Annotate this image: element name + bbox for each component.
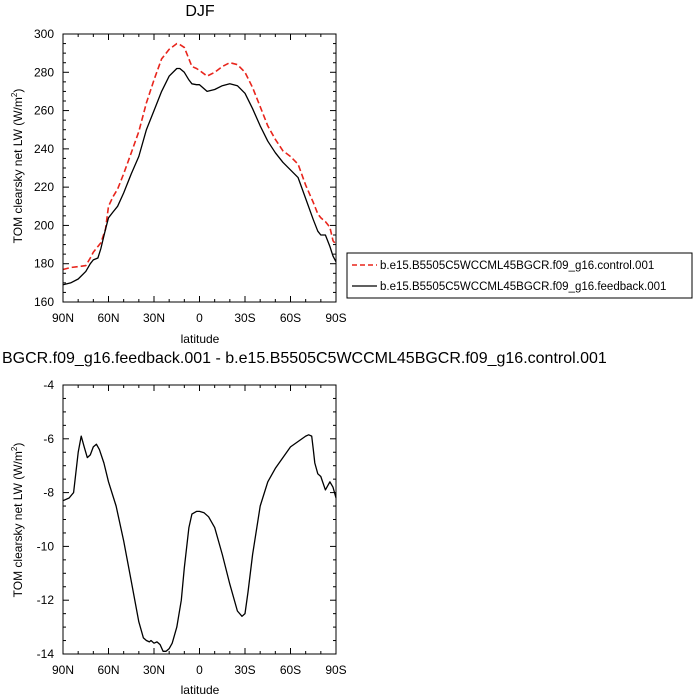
bottom-plot-frame (62, 384, 337, 655)
top-y-tick-label: 200 (34, 218, 54, 232)
top-chart-title: DJF (185, 3, 215, 20)
bottom-x-tick-label: 30N (143, 663, 165, 677)
bottom-x-axis-label: latitude (181, 683, 220, 697)
legend-label-control: b.e15.B5505C5WCCML45BGCR.f09_g16.control… (380, 260, 654, 272)
bottom-y-axis-label-sup: 2 (10, 446, 19, 451)
top-x-tick-label: 0 (196, 311, 203, 325)
top-x-axis-label: latitude (181, 332, 220, 346)
bottom-y-tick-label: -4 (43, 378, 54, 392)
top-y-tick-label: 220 (34, 180, 54, 194)
top-x-tick-label: 60N (97, 311, 119, 325)
top-y-tick-label: 160 (34, 295, 54, 309)
bottom-y-axis-label: TOM clearsky net LW (W/m2) (10, 443, 25, 598)
top-y-tick-label: 300 (34, 27, 54, 41)
bottom-x-tick-label: 30S (234, 663, 255, 677)
top-x-tick-label: 90N (52, 311, 74, 325)
top-series-line-2 (62, 67, 337, 286)
top-y-tick-label: 280 (34, 65, 54, 79)
top-x-tick-label: 60S (280, 311, 301, 325)
top-x-tick-label: 30N (143, 311, 165, 325)
bottom-panel: BGCR.f09_g16.feedback.001 - b.e15.B5505C… (2, 350, 607, 697)
bottom-axis-ticks: 90N 60N 30N 0 30S 60S 90S -14 -12 -10 -8 -6 -4 (37, 378, 347, 677)
top-y-axis-label-main: TOM clearsky net LW (W/m (11, 97, 25, 243)
top-y-tick-label: 260 (34, 104, 54, 118)
top-y-tick-label: 240 (34, 142, 54, 156)
top-axis-ticks: 90N 60N 30N 0 30S 60S 90S 160 180 200 220 240 260 280… (34, 27, 347, 325)
top-panel: DJF latitude TOM clearsky net LW (W/m2) … (10, 3, 347, 346)
top-x-tick-label: 90S (325, 311, 346, 325)
bottom-y-tick-label: -14 (37, 647, 55, 661)
top-y-axis-label-end: ) (11, 89, 25, 93)
bottom-x-tick-label: 60S (280, 663, 301, 677)
bottom-y-axis-label-main: TOM clearsky net LW (W/m (11, 451, 25, 597)
legend-box (346, 252, 693, 299)
legend-label-feedback: b.e15.B5505C5WCCML45BGCR.f09_g16.feedbac… (380, 281, 666, 293)
top-series-lines (62, 42, 337, 286)
top-x-tick-label: 30S (234, 311, 255, 325)
top-y-tick-label: 180 (34, 257, 54, 271)
bottom-x-tick-label: 60N (97, 663, 119, 677)
bottom-x-tick-label: 0 (196, 663, 203, 677)
bottom-x-tick-label: 90S (325, 663, 346, 677)
bottom-y-axis-label-end: ) (11, 443, 25, 447)
bottom-y-tick-label: -6 (43, 432, 54, 446)
top-legend: b.e15.B5505C5WCCML45BGCR.f09_g16.control… (346, 252, 693, 299)
top-y-axis-label-sup: 2 (10, 92, 19, 97)
bottom-series-lines (62, 434, 337, 652)
top-y-axis-label: TOM clearsky net LW (W/m2) (10, 89, 25, 244)
bottom-y-tick-label: -10 (37, 539, 55, 553)
bottom-chart-title: BGCR.f09_g16.feedback.001 - b.e15.B5505C… (2, 350, 607, 367)
bottom-y-tick-label: -12 (37, 593, 55, 607)
top-plot-frame (62, 33, 337, 303)
bottom-series-line-1 (62, 434, 337, 652)
bottom-y-tick-label: -8 (43, 486, 54, 500)
bottom-x-tick-label: 90N (52, 663, 74, 677)
